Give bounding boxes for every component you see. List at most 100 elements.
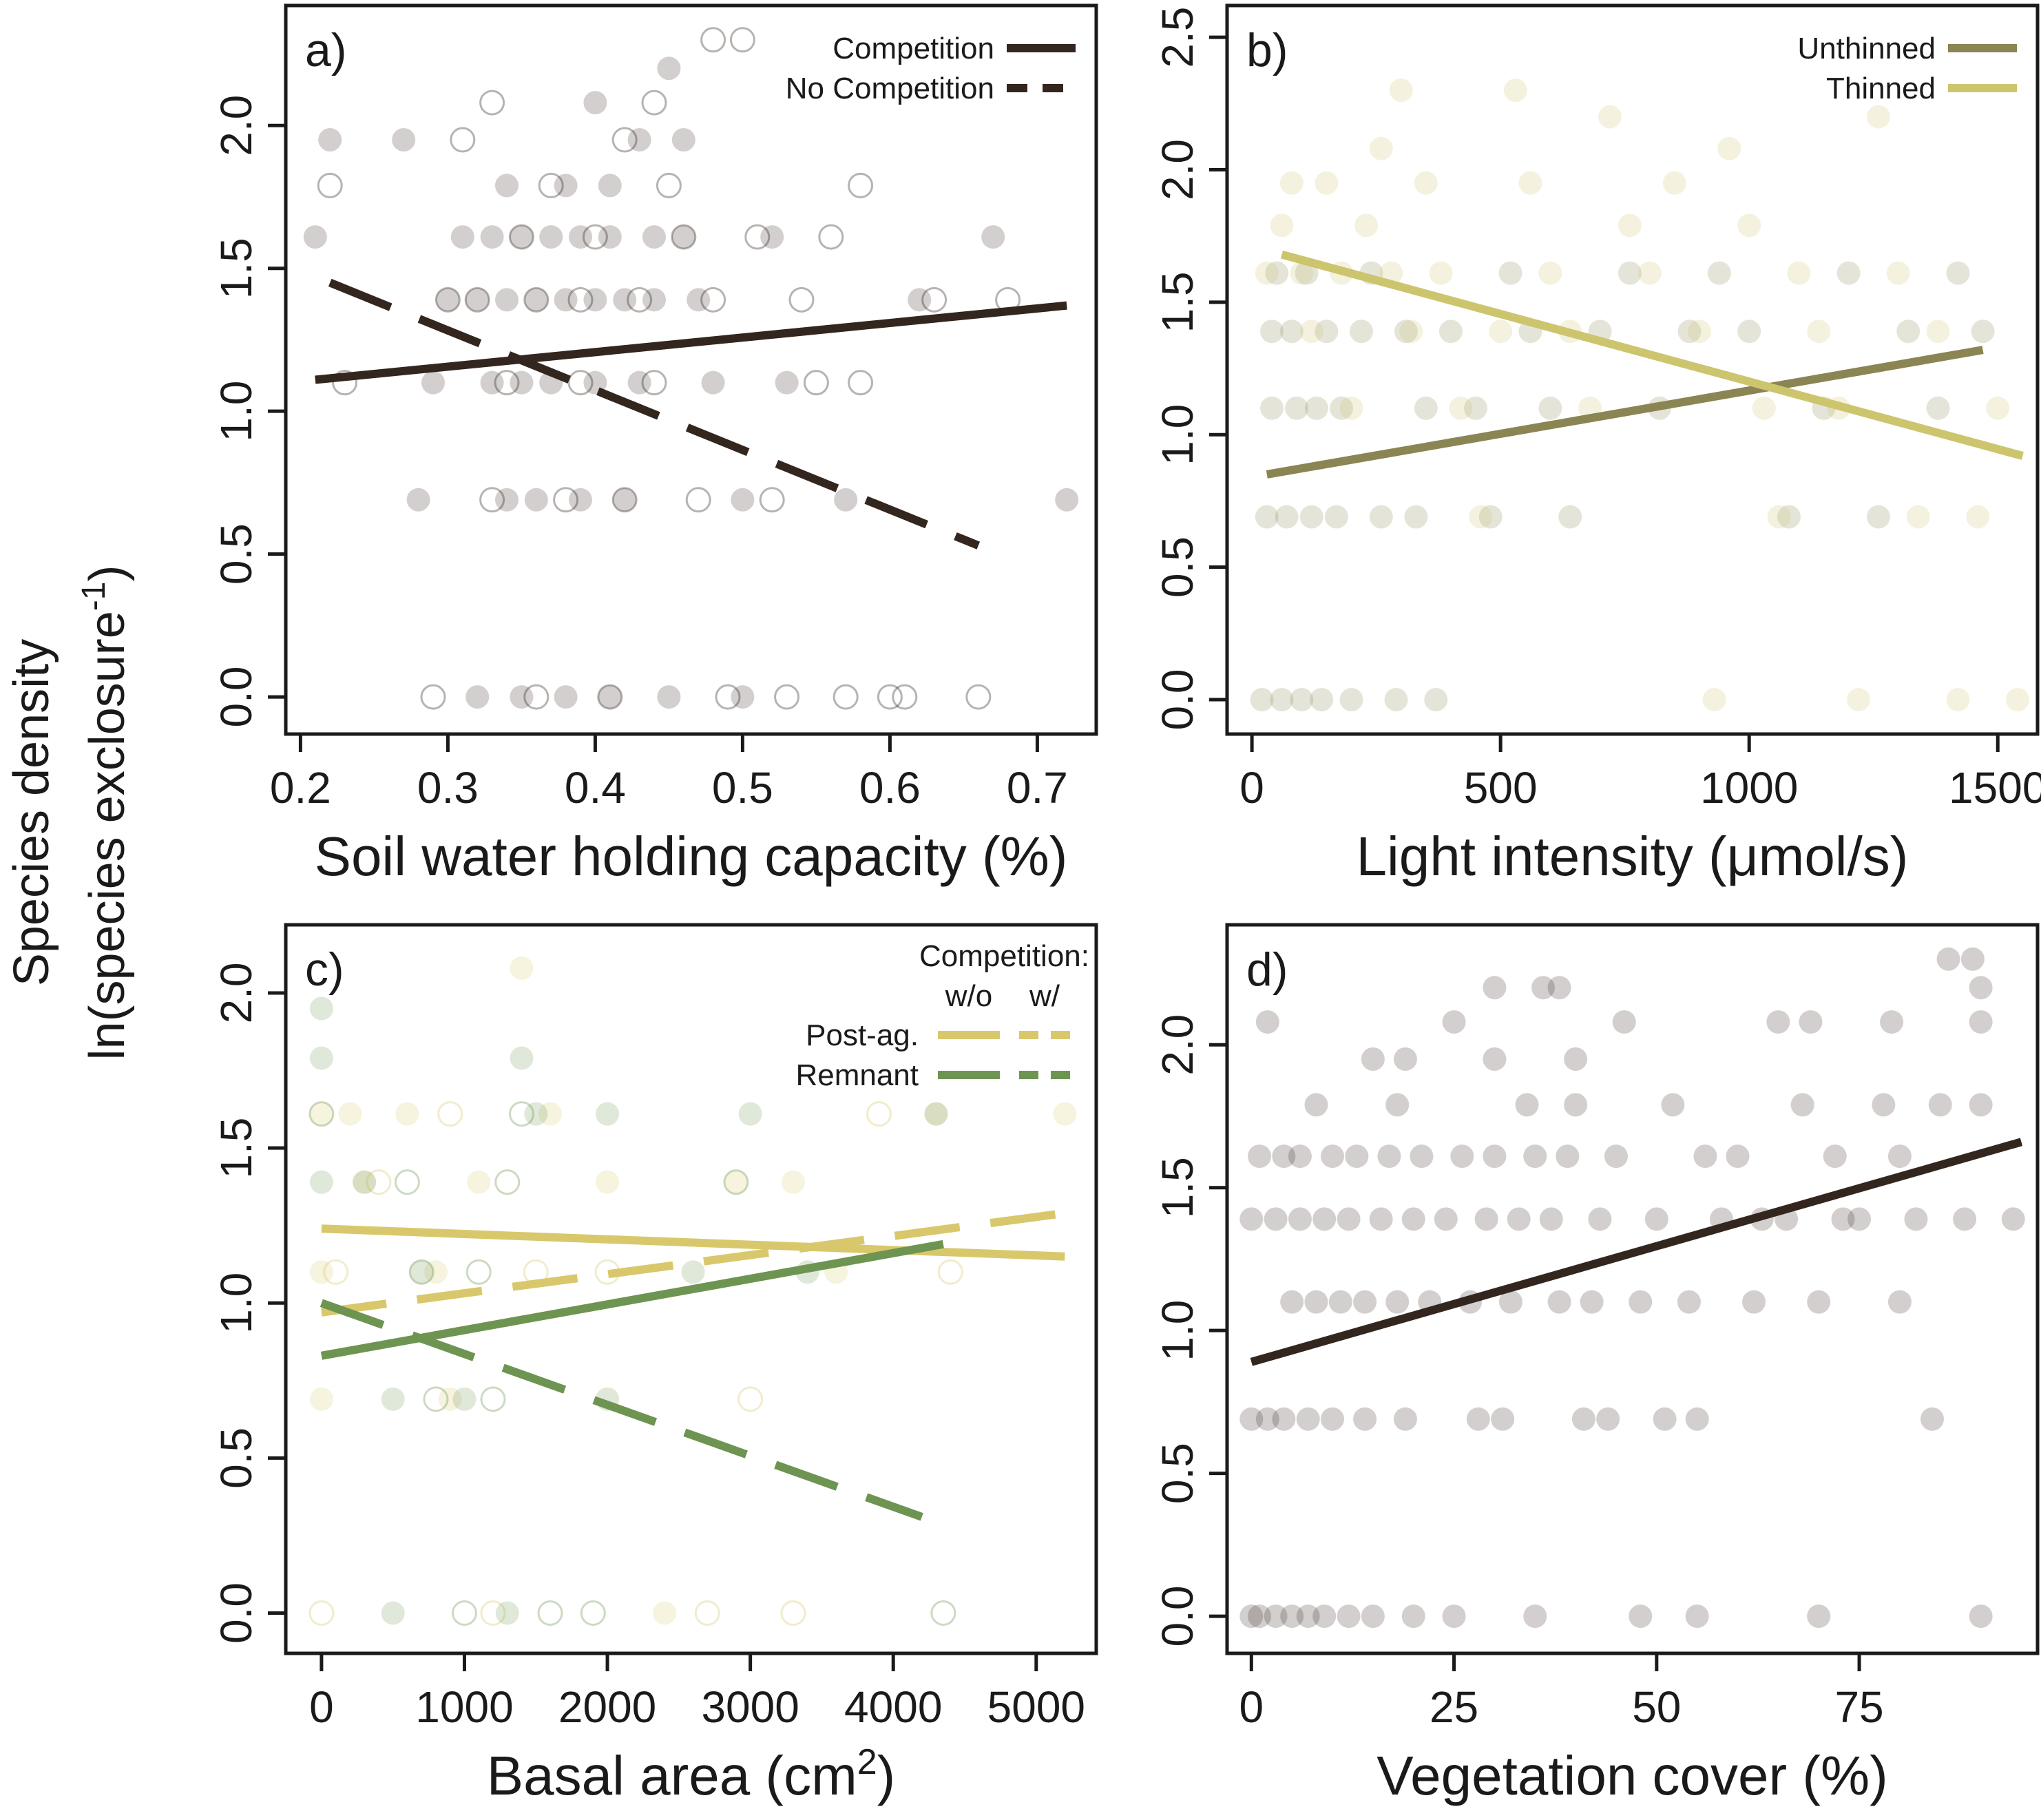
data-point (510, 685, 534, 709)
data-point (613, 288, 637, 312)
data-point (1618, 261, 1642, 285)
y-tick-label: 1.0 (1153, 1300, 1202, 1361)
data-point (436, 288, 460, 312)
data-point (553, 487, 579, 513)
data-point (465, 288, 490, 312)
data-point (1726, 1144, 1750, 1169)
data-point (1055, 488, 1079, 512)
data-point (1847, 687, 1871, 711)
data-point (737, 1386, 764, 1412)
panel-label: b) (1246, 24, 1288, 76)
y-label-line2-prefix: ln(species exclosure (80, 611, 135, 1060)
data-point (930, 1600, 956, 1626)
y-tick-label: 0.0 (211, 667, 261, 728)
y-tick-label: 2.0 (1153, 1014, 1202, 1076)
data-point (1969, 1010, 1993, 1034)
data-point (1920, 1407, 1944, 1431)
data-point (309, 1046, 333, 1070)
data-point (510, 225, 534, 249)
data-point (395, 1102, 419, 1126)
data-point (908, 288, 932, 312)
data-point (1807, 1604, 1831, 1629)
data-point (1523, 1144, 1547, 1169)
data-point (598, 225, 622, 249)
data-point (866, 1101, 892, 1127)
data-point (392, 128, 416, 152)
data-point (1353, 1407, 1377, 1431)
data-point (569, 225, 592, 249)
data-point (1449, 396, 1473, 420)
data-point (833, 684, 859, 710)
data-point (1547, 976, 1571, 1000)
data-point (1946, 687, 1970, 711)
data-point (1464, 396, 1488, 420)
data-point (1767, 505, 1791, 529)
data-point (1312, 1207, 1337, 1231)
data-point (965, 684, 992, 710)
data-point (1290, 261, 1314, 285)
data-point (480, 225, 504, 249)
data-point (1369, 1207, 1393, 1231)
data-point (1354, 213, 1379, 238)
regression-line (1266, 346, 1984, 479)
data-point (1353, 1290, 1377, 1314)
data-point (1896, 320, 1920, 344)
legend-label: Post-ag. (806, 1018, 919, 1052)
data-point (479, 487, 505, 513)
data-point (657, 685, 681, 709)
data-point (1321, 1144, 1345, 1169)
data-point (685, 487, 711, 513)
data-point (1393, 1047, 1417, 1071)
data-point (1661, 1093, 1685, 1117)
data-point (1272, 1407, 1296, 1431)
data-point (1777, 505, 1801, 529)
data-point (1986, 396, 2010, 420)
data-point (1571, 1407, 1595, 1431)
data-point (523, 684, 550, 710)
data-point (1866, 505, 1890, 529)
y-tick-label: 0.5 (1153, 536, 1202, 598)
data-point (1255, 505, 1279, 529)
data-point (1483, 1047, 1507, 1071)
data-point (1264, 1604, 1288, 1629)
data-point (848, 370, 874, 396)
data-point (774, 684, 800, 710)
data-point (1483, 976, 1507, 1000)
data-point (731, 488, 755, 512)
y-tick-label: 0.5 (211, 1427, 261, 1489)
panel-d: 0 25 50 75 0.0 0.5 1.0 1.5 2.0 Vegetation cover (… (1153, 923, 2040, 1806)
x-tick-label: 2000 (558, 1682, 656, 1732)
data-point (1538, 261, 1562, 285)
data-point (332, 370, 358, 396)
data-point (583, 91, 607, 115)
data-point (788, 286, 815, 313)
data-point (1518, 171, 1542, 195)
data-point (1685, 1604, 1709, 1629)
data-point (1404, 505, 1428, 529)
data-point (1377, 1144, 1401, 1169)
data-point (1295, 261, 1319, 285)
legend-label: Unthinned (1797, 32, 1936, 65)
data-point (508, 224, 534, 250)
data-point (1737, 320, 1761, 344)
data-point (338, 1102, 362, 1126)
regression-line (1280, 250, 2024, 460)
data-point (464, 286, 490, 313)
data-point (583, 288, 607, 312)
data-point (480, 1386, 506, 1412)
legend-col-with: w/ (1029, 979, 1060, 1013)
data-point (1644, 1207, 1668, 1231)
data-point (308, 1101, 335, 1127)
data-point (1498, 261, 1522, 285)
data-point (1255, 1010, 1279, 1034)
data-point (671, 225, 695, 249)
legend-label: Thinned (1826, 72, 1936, 105)
x-tick-label: 0.7 (1007, 763, 1068, 813)
legend-label: Remnant (795, 1058, 919, 1092)
data-point (681, 1260, 705, 1284)
data-point (1414, 171, 1438, 195)
x-tick-label: 0.6 (859, 763, 921, 813)
data-point (309, 1387, 333, 1411)
data-point (1629, 1290, 1653, 1314)
data-point (834, 488, 858, 512)
